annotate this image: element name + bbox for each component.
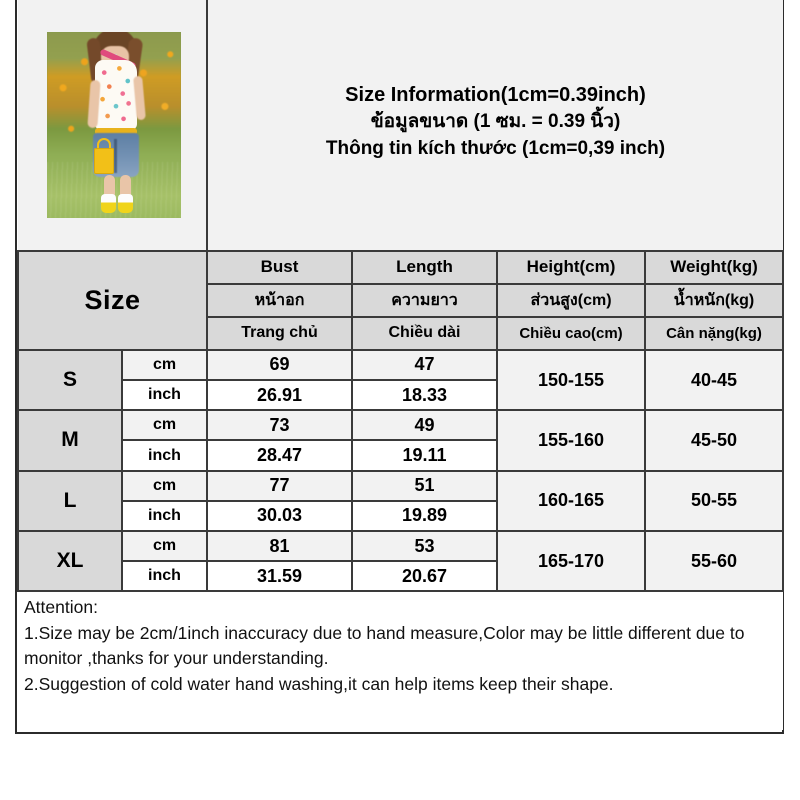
title-row: Size Information(1cm=0.39inch) ข้อมูลขนา… (18, 0, 783, 252)
unit-cell-cm: cm (121, 409, 208, 442)
table-row: M cm 73 49 155-160 45-50 (17, 409, 784, 472)
product-photo-cell (18, 0, 208, 252)
header-row-english: Size Bust Length Height(cm) Weight(kg) (17, 249, 784, 351)
floral-pattern (95, 59, 137, 130)
cell-xl-bust-inch: 31.59 (206, 560, 353, 593)
unit-cell-cm: cm (121, 530, 208, 563)
cell-l-height: 160-165 (496, 469, 646, 533)
column-header-weight-th: น้ำหนัก(kg) (644, 282, 784, 318)
right-leg (120, 174, 131, 199)
title-line-english: Size Information(1cm=0.39inch) (345, 83, 646, 106)
table-row: inch 31.59 20.67 (18, 560, 783, 593)
header-row-vietnamese: Trang chủ Chiều dài Chiều cao(cm) Cân nặ… (18, 315, 784, 351)
title-line-thai: ข้อมูลขนาด (1 ซม. = 0.39 นิ้ว) (370, 111, 621, 133)
cell-xl-height: 165-170 (496, 530, 646, 593)
attention-item-2: 2.Suggestion of cold water hand washing,… (24, 673, 614, 694)
cell-s-weight: 40-45 (644, 348, 784, 412)
table-row: L cm 77 51 160-165 50-55 (17, 469, 784, 533)
table-row: S cm 69 47 150-155 40-45 (17, 348, 784, 412)
attention-item-1: 1.Size may be 2cm/1inch inaccuracy due t… (24, 622, 745, 669)
unit-cell-cm: cm (121, 348, 208, 382)
cell-l-length-cm: 51 (351, 469, 498, 502)
floral-top (95, 59, 137, 130)
size-column-header: Size (17, 249, 208, 351)
column-header-length-th: ความยาว (351, 282, 498, 318)
unit-cell-inch: inch (121, 499, 208, 533)
column-header-weight-en: Weight(kg) (644, 249, 784, 285)
table-row: inch 26.91 18.33 (18, 379, 783, 412)
table-row: XL cm 81 53 165-170 55-60 (17, 530, 784, 593)
unit-cell-inch: inch (121, 439, 208, 472)
cell-l-length-inch: 19.89 (351, 499, 498, 533)
unit-cell-cm: cm (121, 469, 208, 502)
size-label-xl: XL (17, 530, 123, 593)
chart-title-cell: Size Information(1cm=0.39inch) ข้อมูลขนา… (206, 0, 783, 252)
column-header-bust-en: Bust (206, 249, 353, 285)
unit-cell-inch: inch (121, 560, 208, 593)
cell-m-bust-inch: 28.47 (206, 439, 353, 472)
cell-s-bust-inch: 26.91 (206, 379, 353, 412)
model-figure (47, 31, 181, 218)
product-photo (47, 31, 181, 218)
cell-xl-length-inch: 20.67 (351, 560, 498, 593)
size-label-m: M (17, 409, 123, 472)
cell-m-height: 155-160 (496, 409, 646, 472)
size-label-l: L (17, 469, 123, 533)
cell-m-length-cm: 49 (351, 409, 498, 442)
cell-m-bust-cm: 73 (206, 409, 353, 442)
column-header-height-vi: Chiều cao(cm) (496, 315, 646, 351)
attention-heading: Attention: (24, 597, 98, 618)
cell-m-length-inch: 19.11 (351, 439, 498, 472)
cell-l-bust-inch: 30.03 (206, 499, 353, 533)
left-shoe (101, 193, 116, 213)
cell-xl-length-cm: 53 (351, 530, 498, 563)
cell-xl-bust-cm: 81 (206, 530, 353, 563)
header-row-thai: หน้าอก ความยาว ส่วนสูง(cm) น้ำหนัก(kg) (18, 282, 784, 318)
yellow-belt (95, 127, 137, 135)
column-header-bust-vi: Trang chủ (206, 315, 353, 351)
left-leg (104, 174, 115, 199)
column-header-weight-vi: Cân nặng(kg) (644, 315, 784, 351)
product-photo-wrapper (28, 31, 200, 218)
column-header-length-en: Length (351, 249, 498, 285)
size-label-s: S (17, 348, 123, 412)
cell-xl-weight: 55-60 (644, 530, 784, 593)
column-header-height-th: ส่วนสูง(cm) (496, 282, 646, 318)
table-row: inch 30.03 19.89 (18, 499, 783, 533)
yellow-bag-icon (94, 147, 114, 174)
size-information-table: Size Information(1cm=0.39inch) ข้อมูลขนา… (17, 0, 784, 730)
size-chart-frame: Size Information(1cm=0.39inch) ข้อมูลขนา… (15, 0, 784, 734)
table-row: inch 28.47 19.11 (18, 439, 783, 472)
attention-row: Attention: 1.Size may be 2cm/1inch inacc… (18, 590, 783, 730)
cell-s-height: 150-155 (496, 348, 646, 412)
column-header-bust-th: หน้าอก (206, 282, 353, 318)
unit-cell-inch: inch (121, 379, 208, 412)
cell-l-weight: 50-55 (644, 469, 784, 533)
attention-cell: Attention: 1.Size may be 2cm/1inch inacc… (18, 590, 783, 730)
cell-m-weight: 45-50 (644, 409, 784, 472)
cell-s-bust-cm: 69 (206, 348, 353, 382)
cell-s-length-cm: 47 (351, 348, 498, 382)
cell-l-bust-cm: 77 (206, 469, 353, 502)
column-header-height-en: Height(cm) (496, 249, 646, 285)
cell-s-length-inch: 18.33 (351, 379, 498, 412)
title-line-vietnamese: Thông tin kích thước (1cm=0,39 inch) (325, 138, 666, 160)
column-header-length-vi: Chiều dài (351, 315, 498, 351)
bag-strap (97, 137, 111, 150)
chart-title: Size Information(1cm=0.39inch) ข้อมูลขนา… (216, 81, 775, 163)
right-shoe (118, 193, 133, 213)
